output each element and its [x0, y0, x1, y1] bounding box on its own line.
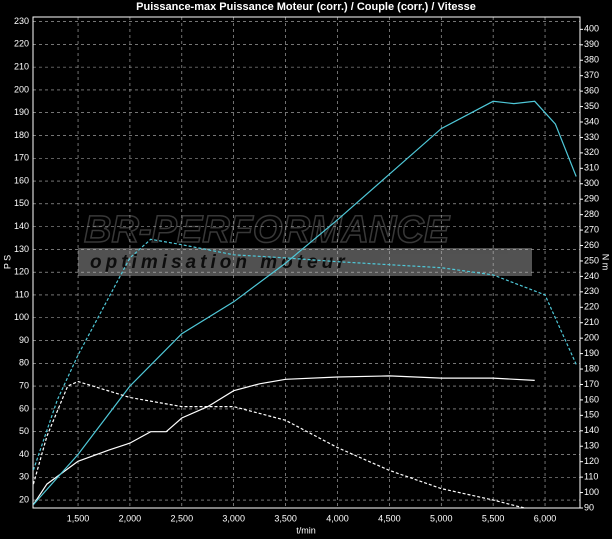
watermark-band [78, 248, 532, 276]
x-tick-label: 3,500 [274, 513, 297, 523]
y2-tick-label: 200 [584, 333, 599, 343]
y-tick-label: 80 [19, 358, 29, 368]
y2-tick-label: 140 [584, 425, 599, 435]
y2-tick-label: 190 [584, 348, 599, 358]
y2-tick-label: 250 [584, 255, 599, 265]
y-tick-label: 230 [14, 16, 29, 26]
y-tick-label: 20 [19, 494, 29, 504]
y-tick-label: 190 [14, 107, 29, 117]
y2-axis-label: N m [601, 254, 611, 271]
x-tick-label: 2,500 [171, 513, 194, 523]
y2-tick-label: 240 [584, 271, 599, 281]
y-tick-label: 40 [19, 449, 29, 459]
plot-frame [32, 16, 581, 509]
y-tick-label: 150 [14, 198, 29, 208]
y2-tick-label: 290 [584, 194, 599, 204]
y2-tick-label: 320 [584, 147, 599, 157]
series-line [32, 375, 535, 505]
x-tick-label: 2,000 [119, 513, 142, 523]
y2-tick-label: 120 [584, 456, 599, 466]
y2-tick-label: 210 [584, 317, 599, 327]
y2-tick-label: 270 [584, 224, 599, 234]
x-tick-label: 1,500 [67, 513, 90, 523]
y-tick-label: 140 [14, 221, 29, 231]
y2-tick-label: 150 [584, 410, 599, 420]
watermark: BR-PERFORMANCE optimisation moteur [78, 208, 532, 276]
y-tick-label: 180 [14, 130, 29, 140]
y-tick-label: 170 [14, 153, 29, 163]
chart-title: Puissance-max Puissance Moteur (corr.) /… [136, 1, 476, 13]
y2-tick-label: 370 [584, 70, 599, 80]
x-tick-label: 4,000 [326, 513, 349, 523]
y-tick-label: 210 [14, 62, 29, 72]
y2-tick-label: 130 [584, 441, 599, 451]
y2-tick-label: 260 [584, 240, 599, 250]
y2-tick-label: 330 [584, 132, 599, 142]
watermark-tagline: optimisation moteur [90, 252, 349, 273]
y2-tick-label: 350 [584, 101, 599, 111]
x-tick-label: 5,500 [482, 513, 505, 523]
x-axis-label: t/min [296, 525, 316, 535]
y-axis-label: P S [2, 255, 12, 269]
y2-tick-label: 220 [584, 302, 599, 312]
y2-tick-label: 280 [584, 209, 599, 219]
x-tick-label: 4,500 [378, 513, 401, 523]
y-tick-label: 160 [14, 175, 29, 185]
y2-tick-label: 180 [584, 363, 599, 373]
y2-tick-label: 340 [584, 116, 599, 126]
y-tick-label: 110 [15, 289, 29, 299]
y2-tick-label: 230 [584, 286, 599, 296]
y2-tick-label: 100 [584, 487, 599, 497]
x-tick-label: 3,000 [222, 513, 245, 523]
y-tick-label: 100 [14, 312, 29, 322]
y-tick-label: 30 [19, 472, 29, 482]
y2-tick-label: 170 [584, 379, 599, 389]
y-tick-label: 120 [14, 267, 29, 277]
y-tick-label: 50 [19, 426, 29, 436]
watermark-logo: BR-PERFORMANCE [84, 209, 451, 251]
y2-tick-label: 380 [584, 55, 599, 65]
series-line [32, 238, 577, 471]
y-tick-label: 90 [19, 335, 29, 345]
y-tick-label: 200 [14, 84, 29, 94]
y-tick-label: 220 [14, 39, 29, 49]
y-tick-label: 70 [19, 380, 29, 390]
y2-tick-label: 400 [584, 24, 599, 34]
y2-tick-label: 160 [584, 394, 599, 404]
y2-tick-label: 360 [584, 85, 599, 95]
y2-tick-label: 110 [584, 471, 598, 481]
series-line [32, 100, 577, 505]
y2-tick-label: 390 [584, 39, 599, 49]
y2-tick-label: 90 [584, 502, 594, 512]
x-tick-label: 5,000 [430, 513, 453, 523]
y2-tick-label: 310 [584, 163, 599, 173]
y-tick-label: 130 [14, 244, 29, 254]
y2-tick-label: 300 [584, 178, 599, 188]
x-tick-label: 6,000 [534, 513, 557, 523]
y-tick-label: 60 [19, 403, 29, 413]
